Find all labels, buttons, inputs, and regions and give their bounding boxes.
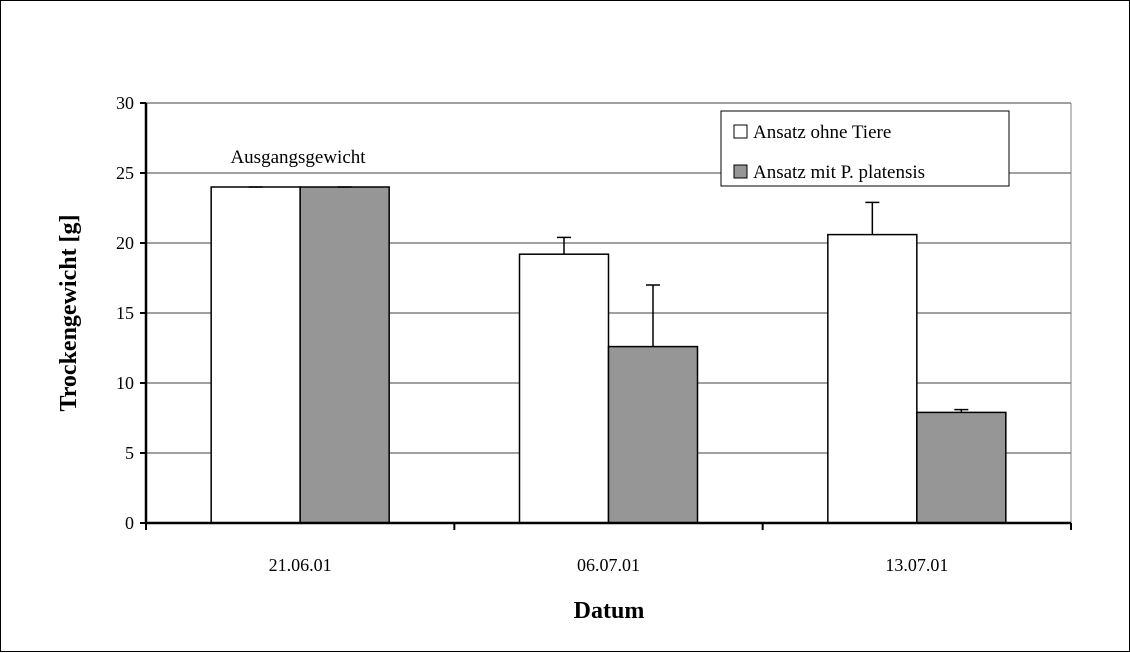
legend: Ansatz ohne Tiere Ansatz mit P. platensi… bbox=[720, 110, 1010, 187]
legend-swatch-ansatz-ohne-tiere bbox=[733, 124, 748, 139]
x-tick-label: 13.07.01 bbox=[885, 555, 948, 575]
bar-mit-p-platensis-06.07.01 bbox=[607, 345, 699, 524]
y-tick-label: 30 bbox=[116, 93, 134, 113]
bar-ohne-tiere-13.07.01 bbox=[827, 233, 918, 524]
bar-ohne-tiere-21.06.01 bbox=[210, 186, 301, 524]
y-tick-label: 15 bbox=[116, 303, 134, 323]
labels: Trockengewicht [g] Datum Ausgangsgewicht bbox=[56, 147, 644, 624]
y-tick-label: 20 bbox=[116, 233, 134, 253]
bar-mit-p-platensis-21.06.01 bbox=[299, 186, 390, 524]
bar-mit-p-platensis-13.07.01 bbox=[916, 411, 1007, 524]
y-tick-label: 10 bbox=[116, 373, 134, 393]
y-axis-title: Trockengewicht [g] bbox=[56, 214, 82, 411]
legend-box bbox=[720, 110, 1010, 187]
legend-swatch-ansatz-mit-p-platensis bbox=[733, 164, 748, 179]
x-tick-label: 06.07.01 bbox=[577, 555, 640, 575]
y-tick-label: 0 bbox=[125, 513, 134, 533]
bars bbox=[210, 186, 1007, 524]
error-bars bbox=[248, 186, 969, 413]
legend-label-ansatz-ohne-tiere: Ansatz ohne Tiere bbox=[753, 122, 891, 143]
y-tick-label: 5 bbox=[125, 443, 134, 463]
x-axis-title: Datum bbox=[574, 598, 645, 624]
axes: 0 5 10 15 20 25 30 21.06.01 06.07.01 13.07.01 bbox=[116, 93, 1072, 575]
bar-ohne-tiere-06.07.01 bbox=[518, 253, 610, 524]
x-tick-label: 21.06.01 bbox=[269, 555, 332, 575]
legend-label-ansatz-mit-p-platensis: Ansatz mit P. platensis bbox=[753, 162, 925, 183]
y-tick-label: 25 bbox=[116, 163, 134, 183]
annotation-ausgangsgewicht: Ausgangsgewicht bbox=[230, 147, 366, 168]
